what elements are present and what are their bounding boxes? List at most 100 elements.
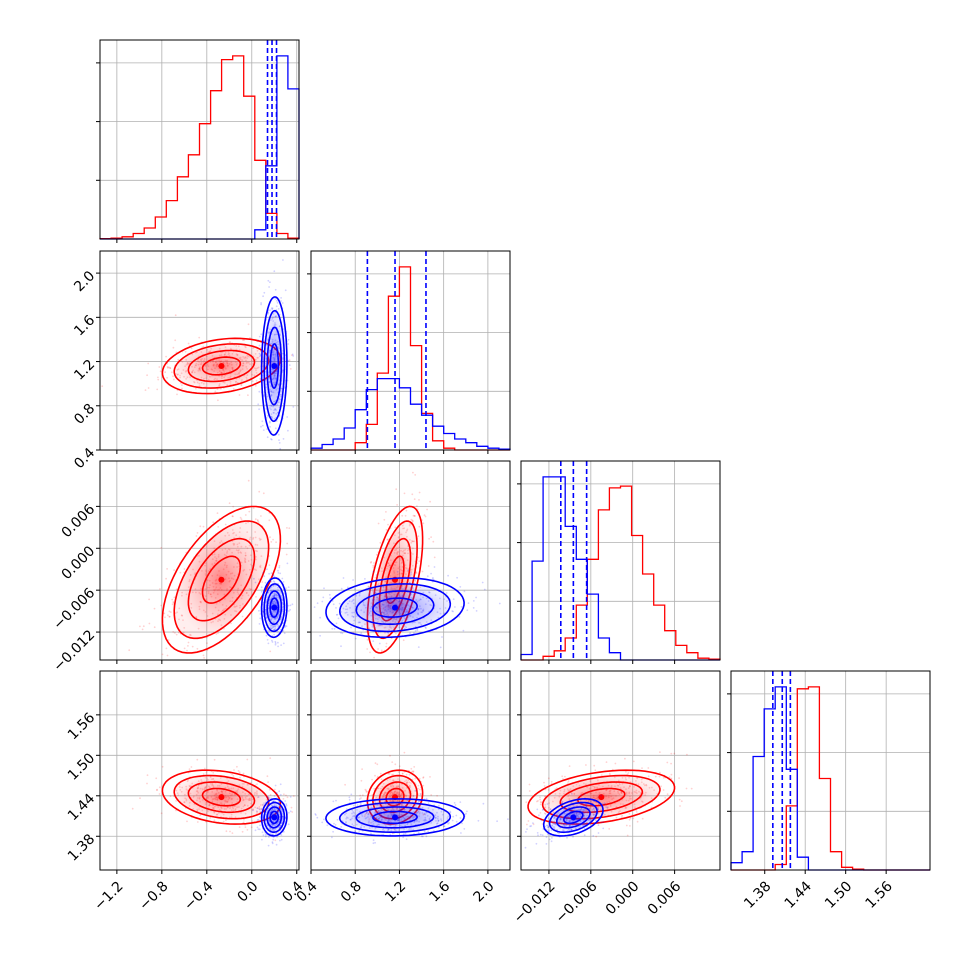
sample-point (145, 389, 147, 391)
sample-point (276, 300, 278, 302)
sample-point (278, 572, 280, 574)
sample-point (153, 665, 155, 667)
sample-point (655, 776, 657, 778)
sample-point (418, 499, 420, 501)
sample-point (409, 774, 411, 776)
sample-point (187, 645, 189, 647)
sample-point (225, 819, 227, 821)
sample-point (289, 364, 291, 366)
sample-point (399, 765, 401, 767)
sample-point (158, 366, 160, 368)
sample-point (195, 388, 197, 390)
sample-point (564, 776, 566, 778)
sample-point (322, 597, 324, 599)
sample-point (262, 831, 264, 833)
sample-point (259, 345, 261, 347)
sample-point (416, 505, 418, 507)
sample-point (432, 577, 434, 579)
sample-point (615, 763, 617, 765)
sample-point (259, 816, 261, 818)
sample-point (417, 788, 419, 790)
sample-point (354, 588, 356, 590)
sample-point (447, 823, 449, 825)
sample-point (459, 586, 461, 588)
sample-point (378, 523, 380, 525)
sample-point (629, 819, 631, 821)
sample-point (385, 646, 387, 648)
sample-point (349, 799, 351, 801)
sample-point (464, 591, 466, 593)
sample-point (571, 793, 573, 795)
sample-point (269, 757, 271, 759)
sample-point (395, 488, 397, 490)
sample-point (593, 765, 595, 767)
sample-point (368, 633, 370, 635)
sample-point (403, 639, 405, 641)
sample-point (461, 823, 463, 825)
sample-point (595, 836, 597, 838)
sample-point (303, 340, 305, 342)
sample-point (374, 842, 376, 844)
sample-point (410, 574, 412, 576)
sample-point (170, 795, 172, 797)
sample-point (191, 766, 193, 768)
sample-point (540, 834, 542, 836)
sample-point (409, 632, 411, 634)
sample-point (419, 526, 421, 528)
sample-point (288, 820, 290, 822)
sample-point (376, 763, 378, 765)
sample-point (560, 799, 562, 801)
sample-point (166, 568, 168, 570)
sample-point (637, 821, 639, 823)
sample-point (157, 377, 159, 379)
sample-point (628, 772, 630, 774)
sample-point (414, 498, 416, 500)
sample-point (660, 785, 662, 787)
sample-point (314, 606, 316, 608)
sample-point (449, 811, 451, 813)
sample-point (275, 289, 277, 291)
sample-point (287, 430, 289, 432)
sample-point (285, 587, 287, 589)
panel-content (101, 233, 305, 452)
sample-point (283, 793, 285, 795)
sample-point (258, 408, 260, 410)
histogram-blue (311, 379, 510, 450)
sample-point (468, 602, 470, 604)
sample-point (387, 539, 389, 541)
sample-point (286, 416, 288, 418)
sample-point (278, 795, 280, 797)
sample-point (288, 812, 290, 814)
sample-point (268, 836, 270, 838)
sample-point (155, 777, 157, 779)
sample-point (184, 648, 186, 650)
sample-point (262, 804, 264, 806)
sample-point (262, 572, 264, 574)
sample-point (418, 535, 420, 537)
sample-point (256, 807, 258, 809)
sample-point (267, 280, 269, 282)
sample-point (627, 835, 629, 837)
sample-point (332, 831, 334, 833)
sample-point (440, 647, 442, 649)
sample-point (166, 648, 168, 650)
sample-point (259, 336, 261, 338)
sample-point (337, 819, 339, 821)
sample-point (455, 804, 457, 806)
sample-point (286, 527, 288, 529)
sample-point (278, 308, 280, 310)
panel-content (283, 472, 521, 688)
sample-point (269, 564, 271, 566)
sample-point (259, 825, 261, 827)
sample-point (281, 834, 283, 836)
sample-point (323, 587, 325, 589)
sample-point (268, 796, 270, 798)
sample-point (648, 775, 650, 777)
sample-point (404, 752, 406, 754)
sample-point (281, 578, 283, 580)
sample-point (379, 542, 381, 544)
sample-point (203, 773, 205, 775)
sample-point (167, 655, 169, 657)
sample-point (291, 807, 293, 809)
sample-point (171, 599, 173, 601)
